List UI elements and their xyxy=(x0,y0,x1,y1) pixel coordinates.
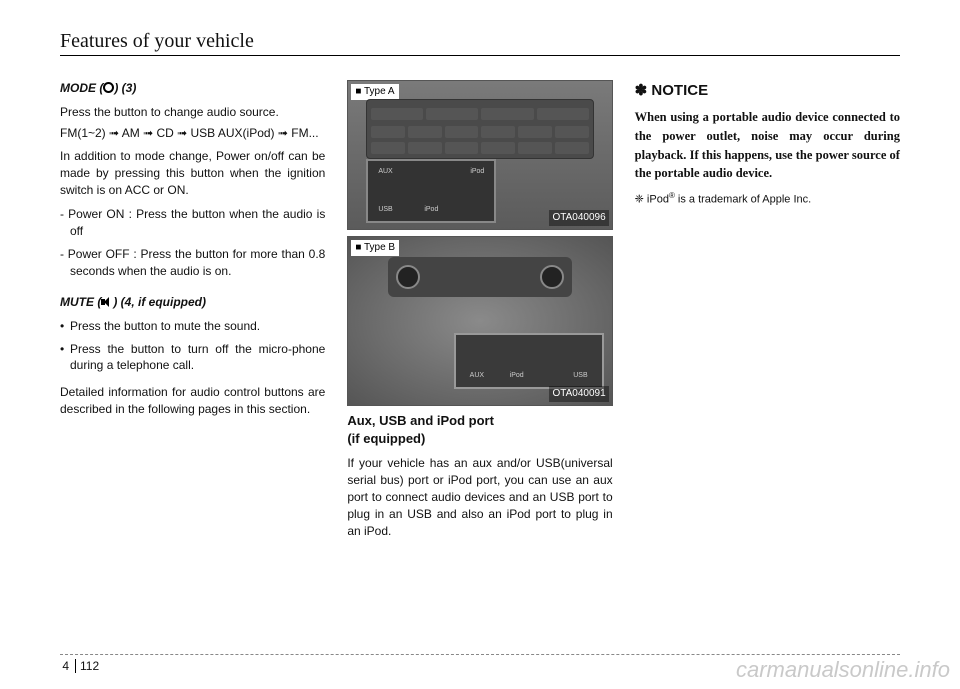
mute-heading-post: ) (4, if equipped) xyxy=(113,295,206,309)
footnote-post: is a trademark of Apple Inc. xyxy=(675,194,811,206)
figB-label: ■ Type B xyxy=(351,240,399,256)
page-footer: 4112 xyxy=(60,654,900,673)
column-left: MODE ( ) (3) Press the button to change a… xyxy=(60,80,325,546)
section-number: 4 xyxy=(60,659,76,673)
page-num: 112 xyxy=(76,659,99,673)
column-right: ✽ NOTICE When using a portable audio dev… xyxy=(635,80,900,546)
figB-socket-left xyxy=(396,265,420,289)
mode-heading-pre: MODE ( xyxy=(60,81,103,95)
figA-inset: AUX iPod USB iPod xyxy=(366,159,496,223)
figA-port-ipod: iPod xyxy=(424,205,438,215)
figA-headunit xyxy=(366,99,593,159)
figB-socket-right xyxy=(540,265,564,289)
figure-type-a: ■ Type A AUX iPod USB iPod OTA040096 xyxy=(347,80,612,230)
footnote: ❈ iPod® is a trademark of Apple Inc. xyxy=(635,190,900,208)
mute-list: Press the button to mute the sound. Pres… xyxy=(60,318,325,374)
notice-mark: ✽ xyxy=(635,82,648,99)
figA-port-aux: AUX xyxy=(378,167,392,177)
notice-title: ✽ NOTICE xyxy=(635,80,900,101)
page-number: 4112 xyxy=(60,659,900,673)
figB-code: OTA040091 xyxy=(549,386,608,402)
aux-body: If your vehicle has an aux and/or USB(un… xyxy=(347,455,612,539)
footnote-pre: ❈ iPod xyxy=(635,194,669,206)
mode-icon xyxy=(103,82,114,93)
aux-title1: Aux, USB and iPod port xyxy=(347,412,612,430)
mode-p2: FM(1~2) ➟ AM ➟ CD ➟ USB AUX(iPod) ➟ FM..… xyxy=(60,125,325,142)
figB-port-usb: USB xyxy=(573,371,587,381)
figA-port-ipod-top: iPod xyxy=(470,167,484,177)
figB-port-aux: AUX xyxy=(470,371,484,381)
mode-li1: - Power ON : Press the button when the a… xyxy=(60,206,325,240)
manual-page: Features of your vehicle MODE ( ) (3) Pre… xyxy=(0,0,960,689)
mute-icon xyxy=(101,297,113,307)
detail-p: Detailed information for audio control b… xyxy=(60,384,325,418)
notice-body: When using a portable audio device conne… xyxy=(635,108,900,183)
figA-label: ■ Type A xyxy=(351,84,398,100)
aux-title2: (if equipped) xyxy=(347,430,612,448)
column-center: ■ Type A AUX iPod USB iPod OTA040096 ■ T… xyxy=(347,80,612,546)
mute-li2: Press the button to turn off the micro-p… xyxy=(60,341,325,375)
columns: MODE ( ) (3) Press the button to change a… xyxy=(60,80,900,546)
figB-inset: AUX iPod USB xyxy=(454,333,604,389)
figA-port-usb: USB xyxy=(378,205,392,215)
mode-heading-post: ) (3) xyxy=(114,81,136,95)
figB-panel xyxy=(388,257,571,297)
notice-word: NOTICE xyxy=(651,82,708,99)
mute-heading-pre: MUTE ( xyxy=(60,295,101,309)
mute-heading: MUTE ( ) (4, if equipped) xyxy=(60,294,325,311)
figB-port-ipod: iPod xyxy=(510,371,524,381)
footer-dots xyxy=(60,654,900,655)
mode-li2: - Power OFF : Press the button for more … xyxy=(60,246,325,280)
figure-type-b: ■ Type B AUX iPod USB OTA040091 xyxy=(347,236,612,406)
page-title: Features of your vehicle xyxy=(60,30,900,56)
mode-p1: Press the button to change audio source. xyxy=(60,104,325,121)
mode-p3: In addition to mode change, Power on/off… xyxy=(60,148,325,198)
mode-heading: MODE ( ) (3) xyxy=(60,80,325,97)
mute-li1: Press the button to mute the sound. xyxy=(60,318,325,335)
figA-code: OTA040096 xyxy=(549,210,608,226)
